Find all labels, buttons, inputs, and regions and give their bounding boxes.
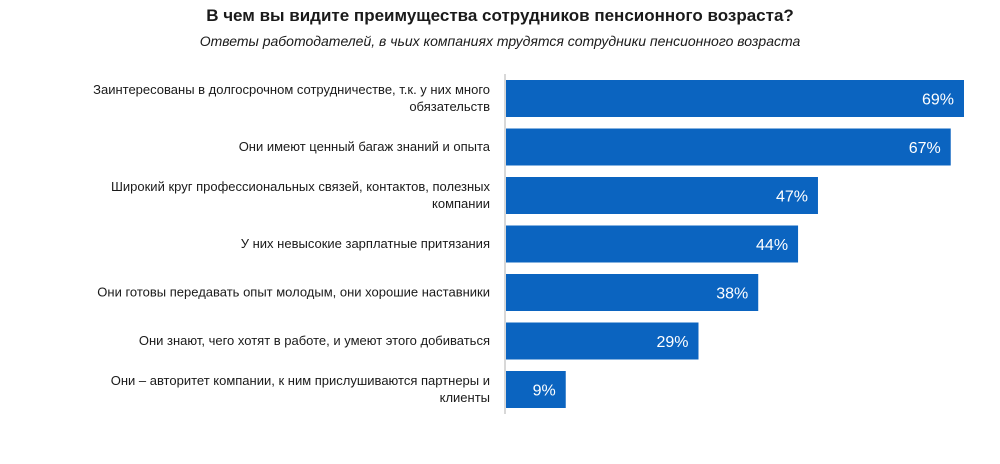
bar: [506, 128, 951, 166]
value-label: 47%: [776, 189, 808, 206]
bar: [506, 274, 759, 311]
value-label: 44%: [756, 237, 788, 254]
value-label: 69%: [922, 92, 954, 109]
value-label: 67%: [909, 140, 941, 157]
category-label: Они имеют ценный багаж знаний и опыта: [239, 139, 491, 154]
category-label: обязательств: [409, 99, 490, 114]
category-label: Заинтересованы в долгосрочном сотрудниче…: [93, 82, 490, 97]
bar: [506, 371, 566, 408]
bar: [506, 225, 799, 263]
value-label: 29%: [656, 334, 688, 351]
category-label: компании: [432, 196, 490, 211]
category-label: Широкий круг профессиональных связей, ко…: [111, 179, 491, 194]
bar: [506, 322, 699, 360]
category-label: Они знают, чего хотят в работе, и умеют …: [139, 333, 490, 348]
value-label: 38%: [716, 286, 748, 303]
value-label: 9%: [533, 383, 556, 400]
bar: [506, 177, 818, 214]
category-label: У них невысокие зарплатные притязания: [241, 236, 490, 251]
chart-subtitle: Ответы работодателей, в чьих компаниях т…: [199, 33, 801, 49]
category-label: Они готовы передавать опыт молодым, они …: [97, 285, 490, 300]
bar: [506, 80, 964, 117]
category-label: Они – авторитет компании, к ним прислуши…: [111, 373, 490, 388]
chart-title: В чем вы видите преимущества сотрудников…: [206, 6, 794, 25]
category-label: клиенты: [440, 390, 490, 405]
